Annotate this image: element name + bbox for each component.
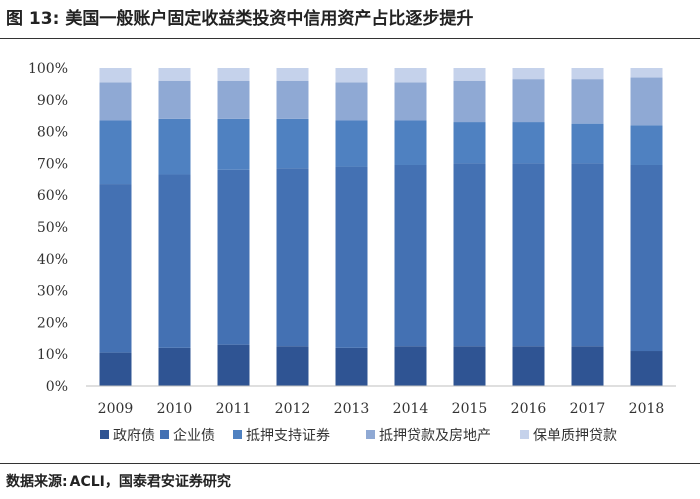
chart-title: 图 13: 美国一般账户固定收益类投资中信用资产占比逐步提升 — [6, 4, 696, 34]
x-tick-label: 2018 — [629, 401, 665, 417]
bar-segment — [453, 68, 486, 81]
bar-segment — [158, 347, 191, 386]
bar-segment — [335, 82, 368, 121]
bar-segment — [158, 118, 191, 175]
source-label: 数据来源: — [6, 474, 68, 490]
bar-segment — [453, 346, 486, 386]
bar-segment — [335, 347, 368, 386]
y-tick-label: 100% — [28, 61, 68, 77]
bar-segment — [217, 118, 250, 170]
legend-label: 抵押支持证券 — [246, 428, 330, 444]
x-tick-label: 2016 — [511, 401, 547, 417]
x-tick-label: 2015 — [452, 401, 488, 417]
bar-segment — [217, 169, 250, 345]
bar-segment — [158, 174, 191, 348]
bar-segment — [394, 120, 427, 165]
bar-segment — [571, 163, 604, 347]
bar-segment — [276, 346, 309, 386]
legend-swatch — [520, 430, 529, 439]
bar-segment — [158, 68, 191, 81]
bar-segment — [335, 166, 368, 348]
y-tick-label: 40% — [37, 252, 68, 268]
bar-segment — [630, 77, 663, 126]
legend-swatch — [100, 430, 109, 439]
bar-segment — [571, 68, 604, 80]
y-tick-label: 60% — [37, 188, 68, 204]
y-tick-label: 80% — [37, 125, 68, 141]
bar-segment — [394, 346, 427, 386]
y-tick-label: 70% — [37, 156, 68, 172]
figure-label: 图 13: — [6, 9, 60, 29]
bar-segment — [571, 346, 604, 386]
bar-segment — [335, 68, 368, 83]
bar-segment — [99, 120, 132, 185]
legend-swatch — [366, 430, 375, 439]
y-tick-label: 90% — [37, 93, 68, 109]
bar-segment — [453, 163, 486, 347]
bar-segment — [512, 163, 545, 347]
bar-segment — [512, 68, 545, 80]
x-tick-label: 2009 — [98, 401, 134, 417]
bar-segment — [453, 122, 486, 164]
bar-segment — [394, 82, 427, 121]
bar-segment — [276, 68, 309, 81]
y-tick-label: 10% — [37, 347, 68, 363]
bar-segment — [276, 80, 309, 119]
bar-segment — [99, 352, 132, 386]
bar-segment — [394, 164, 427, 347]
bar-segment — [571, 79, 604, 124]
x-tick-label: 2014 — [393, 401, 429, 417]
bar-segment — [630, 68, 663, 78]
y-tick-label: 50% — [37, 220, 68, 236]
bar-segment — [335, 120, 368, 167]
legend-swatch — [160, 430, 169, 439]
bar-segment — [276, 168, 309, 347]
legend-label: 企业债 — [173, 427, 215, 444]
source-text: ACLI，国泰君安证券研究 — [69, 474, 231, 490]
legend-label: 保单质押贷款 — [533, 428, 617, 444]
bar-segment — [512, 346, 545, 386]
x-tick-label: 2017 — [570, 401, 606, 417]
bar-segment — [394, 68, 427, 83]
bar-segment — [512, 79, 545, 123]
x-tick-label: 2010 — [157, 401, 193, 417]
legend-label: 政府债 — [113, 428, 155, 444]
figure-title: 美国一般账户固定收益类投资中信用资产占比逐步提升 — [65, 9, 474, 29]
y-tick-label: 0% — [46, 379, 68, 395]
bar-segment — [99, 184, 132, 353]
bar-segment — [630, 125, 663, 165]
stacked-bar-chart: 0% 10% 20% 30% 40% 50% 60% 70% 80% 90% 100% 2009 201… — [28, 61, 676, 444]
x-tick-label: 2013 — [334, 401, 370, 417]
bar-segment — [99, 68, 132, 83]
title-divider — [0, 38, 700, 39]
legend-label: 抵押贷款及房地产 — [379, 428, 491, 444]
bar-segment — [217, 68, 250, 81]
x-tick-label: 2011 — [216, 401, 252, 417]
bar-segment — [512, 122, 545, 164]
x-tick-label: 2012 — [275, 401, 311, 417]
legend-swatch — [233, 430, 242, 439]
bar-segment — [217, 80, 250, 119]
bar-segment — [453, 80, 486, 123]
bar-segment — [276, 118, 309, 169]
bar-segment — [630, 351, 663, 386]
bar-segment — [158, 80, 191, 119]
y-tick-label: 20% — [37, 315, 68, 331]
source-note: 数据来源: ACLI，国泰君安证券研究 — [6, 470, 231, 494]
source-divider — [0, 463, 700, 464]
bar-segment — [99, 82, 132, 121]
y-tick-label: 30% — [37, 284, 68, 300]
bar-segment — [571, 123, 604, 164]
bar-segment — [630, 164, 663, 352]
bar-segment — [217, 344, 250, 386]
